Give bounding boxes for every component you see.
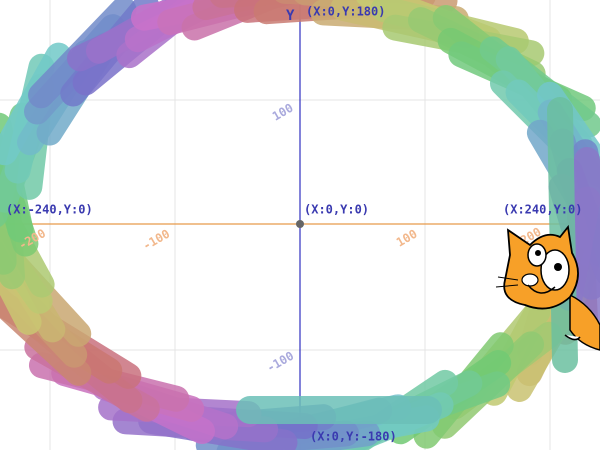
- coordinate-label: (X:-240,Y:0): [6, 203, 93, 217]
- y-axis-name: Y: [286, 8, 295, 24]
- cat-part: [495, 276, 519, 288]
- cat-part: [535, 250, 541, 256]
- pen-stroke: [574, 147, 600, 343]
- coordinate-label: (X:0,Y:0): [304, 203, 369, 217]
- coordinate-label: (X:240,Y:0): [503, 203, 582, 217]
- cat-part: [540, 249, 570, 291]
- origin-dot: [296, 220, 304, 228]
- cat-part: [554, 263, 562, 271]
- cat-part: [527, 284, 556, 294]
- coordinate-label: (X:0,Y:180): [306, 5, 385, 19]
- coordinate-label: (X:0,Y:-180): [310, 430, 397, 444]
- cat-sprite: [495, 224, 600, 351]
- cat-part: [564, 334, 581, 341]
- cat-part: [521, 273, 539, 287]
- cat-part: [569, 293, 600, 351]
